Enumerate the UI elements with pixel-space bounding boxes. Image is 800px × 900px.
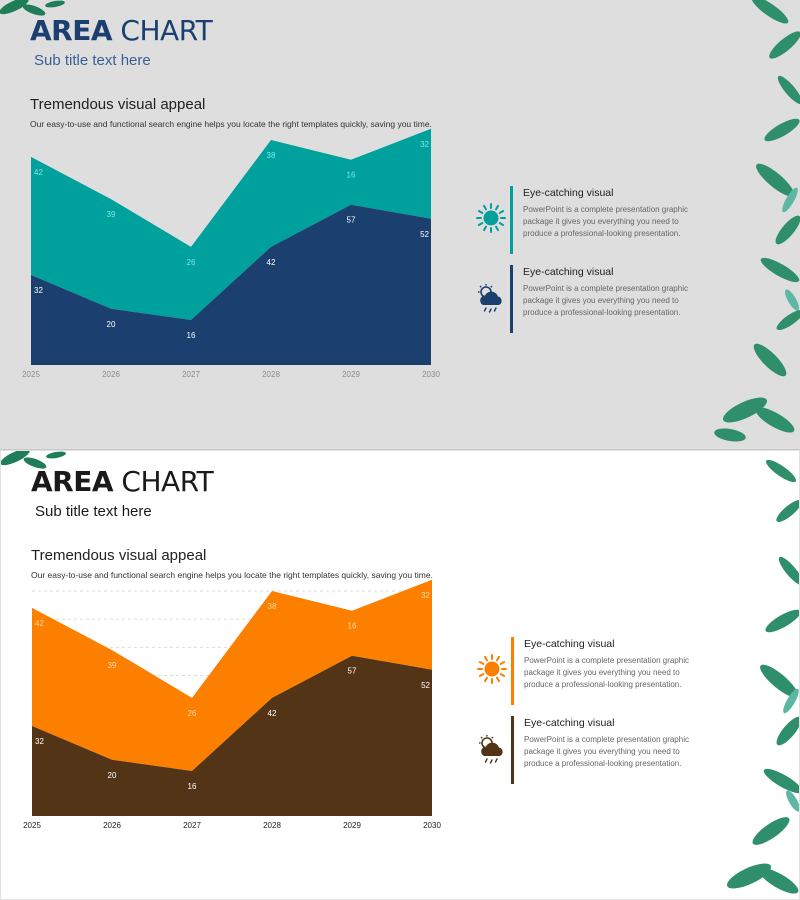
x-tick-label: 2029 [343,821,361,830]
title-rest: CHART [113,465,214,498]
area-series-1 [32,655,432,816]
feature-accent-bar [511,716,514,784]
feature-text: PowerPoint is a complete presentation gr… [524,656,689,689]
data-label-series-1: 42 [267,258,276,267]
feature-title: Eye-catching visual [524,638,615,650]
x-tick-label: 2025 [23,821,41,830]
page-title: AREA CHART [30,14,213,47]
x-tick-label: 2028 [262,370,280,379]
data-label-series-2: 32 [421,591,430,600]
sun-icon [477,654,507,684]
x-tick-label: 2030 [422,370,440,379]
title-rest: CHART [112,14,213,47]
feature-item: Eye-catching visual PowerPoint is a comp… [476,637,716,707]
data-label-series-2: 38 [268,602,277,611]
x-tick-label: 2030 [423,821,441,830]
feature-title: Eye-catching visual [523,266,614,278]
data-label-series-1: 52 [420,230,429,239]
cloud-rain-sun-icon [479,735,503,764]
area-chart: 32 42 2025 20 39 2026 16 26 2027 42 38 2028 57 16 2029… [23,579,441,830]
leaf-decoration [1,451,799,894]
feature-item: Eye-catching visual PowerPoint is a comp… [475,186,715,256]
sun-icon [476,203,506,233]
slide-teal: AREA CHART Sub title text here Tremendou… [0,0,800,450]
feature-item: Eye-catching visual PowerPoint is a comp… [476,716,716,786]
x-tick-label: 2027 [183,821,201,830]
feature-text: PowerPoint is a complete presentation gr… [524,735,689,768]
page-subtitle: Sub title text here [35,503,152,520]
feature-item: Eye-catching visual PowerPoint is a comp… [475,265,715,335]
data-label-series-2: 26 [187,258,196,267]
title-bold: AREA [30,14,113,47]
section-heading: Tremendous visual appeal [31,547,207,564]
feature-title: Eye-catching visual [523,187,614,199]
x-tick-label: 2029 [342,370,360,379]
data-label-series-1: 52 [421,681,430,690]
title-bold: AREA [31,465,114,498]
data-label-series-2: 26 [188,709,197,718]
section-heading: Tremendous visual appeal [30,96,206,113]
data-label-series-1: 42 [268,709,277,718]
area-series-2 [32,579,432,771]
section-description: Our easy-to-use and functional search en… [31,570,433,580]
data-label-series-2: 16 [348,622,357,631]
data-label-series-2: 39 [107,210,116,219]
area-series-1 [31,204,431,365]
data-label-series-1: 32 [34,286,43,295]
x-tick-label: 2026 [103,821,121,830]
x-tick-label: 2027 [182,370,200,379]
data-label-series-1: 20 [107,320,116,329]
data-label-series-2: 16 [347,171,356,180]
data-label-series-2: 42 [35,619,44,628]
data-label-series-2: 32 [420,140,429,149]
data-label-series-1: 57 [347,216,356,225]
data-label-series-1: 32 [35,737,44,746]
area-series-2 [31,128,431,320]
data-label-series-1: 57 [348,667,357,676]
data-label-series-1: 20 [108,771,117,780]
data-label-series-1: 16 [188,782,197,791]
feature-accent-bar [511,637,514,705]
data-label-series-2: 42 [34,168,43,177]
feature-text: PowerPoint is a complete presentation gr… [523,284,688,317]
cloud-rain-sun-icon [478,284,502,313]
data-label-series-2: 39 [108,661,117,670]
page-subtitle: Sub title text here [34,52,151,69]
x-tick-label: 2028 [263,821,281,830]
feature-accent-bar [510,186,513,254]
x-tick-label: 2026 [102,370,120,379]
page-title: AREA CHART [31,465,214,498]
x-tick-label: 2025 [22,370,40,379]
data-label-series-2: 38 [267,151,276,160]
data-label-series-1: 16 [187,331,196,340]
slide-orange: AREA CHART Sub title text here Tremendou… [0,450,800,900]
leaf-decoration [0,0,800,442]
feature-text: PowerPoint is a complete presentation gr… [523,205,688,238]
area-chart: 32 42 2025 20 39 2026 16 26 2027 42 38 2028 57 16 2029… [22,128,440,379]
feature-title: Eye-catching visual [524,717,615,729]
section-description: Our easy-to-use and functional search en… [30,119,432,129]
feature-accent-bar [510,265,513,333]
